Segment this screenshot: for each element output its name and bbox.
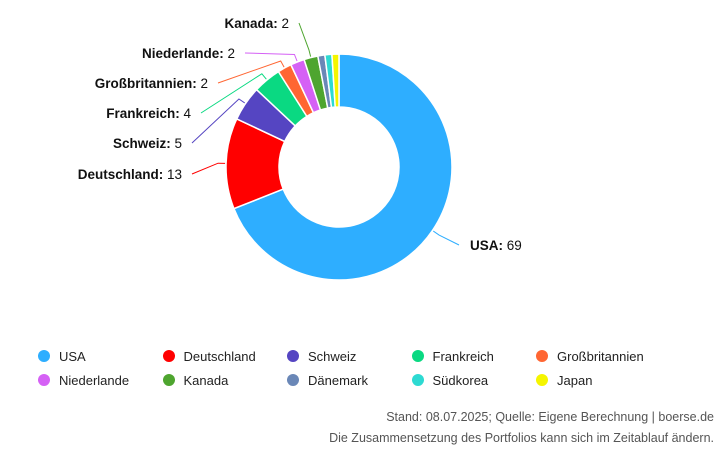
legend-label: Frankreich xyxy=(432,348,494,364)
legend-marker-icon xyxy=(287,350,299,362)
legend-marker-icon xyxy=(38,374,50,386)
legend-item-deutschland[interactable]: Deutschland xyxy=(162,348,288,364)
donut-chart: USA: 69 Deutschland: 13 Schweiz: 5 Frankrei… xyxy=(78,16,522,281)
legend-marker-icon xyxy=(536,350,548,362)
legend-label: Großbritannien xyxy=(557,348,644,364)
footer-source: Stand: 08.07.2025; Quelle: Eigene Berech… xyxy=(386,410,714,424)
data-label-kanada: Kanada: 2 xyxy=(224,16,289,31)
legend-marker-icon xyxy=(162,350,175,362)
connector-frankreich xyxy=(200,73,267,114)
data-label-frankreich: Frankreich: 4 xyxy=(106,106,191,121)
legend-label: Deutschland xyxy=(183,348,256,364)
connector-schweiz xyxy=(191,98,245,144)
legend-label: Dänemark xyxy=(308,372,368,388)
legend-marker-icon xyxy=(536,374,548,386)
legend-label: Niederlande xyxy=(59,372,130,388)
legend-marker-icon xyxy=(162,374,175,386)
connector-kanada xyxy=(298,22,312,57)
legend-item-grossbritannien[interactable]: Großbritannien xyxy=(536,349,661,364)
slice-japan xyxy=(331,53,340,108)
legend-label: Japan xyxy=(557,372,593,388)
donut-slices xyxy=(225,53,453,281)
legend-marker-icon xyxy=(38,350,50,362)
legend-item-daenemark[interactable]: Dänemark xyxy=(287,373,412,388)
legend-item-frankreich[interactable]: Frankreich xyxy=(411,348,537,364)
legend-item-schweiz[interactable]: Schweiz xyxy=(287,349,412,364)
legend-row: USA Deutschland Schweiz Frankreich Großbrita… xyxy=(38,344,698,368)
legend-marker-icon xyxy=(411,374,424,386)
legend-row: Niederlande Kanada Dänemark Südkorea Japan xyxy=(38,368,698,392)
legend-item-japan[interactable]: Japan xyxy=(536,373,661,388)
data-label-grossbritannien: Großbritannien: 2 xyxy=(95,76,208,91)
legend-item-niederlande[interactable]: Niederlande xyxy=(38,373,163,388)
legend-item-kanada[interactable]: Kanada xyxy=(162,372,288,388)
legend-item-usa[interactable]: USA xyxy=(38,349,163,364)
legend-marker-icon xyxy=(287,374,299,386)
data-label-usa: USA: 69 xyxy=(470,238,522,253)
connector-usa xyxy=(433,230,460,246)
connector-niederlande xyxy=(244,52,298,62)
legend-label: Schweiz xyxy=(308,348,357,364)
legend-label: Südkorea xyxy=(432,372,489,388)
legend-marker-icon xyxy=(411,350,424,362)
footer-note: Die Zusammensetzung des Portfolios kann … xyxy=(329,431,714,445)
slice-usa xyxy=(232,53,453,281)
label-connectors xyxy=(191,22,460,246)
legend-label: USA xyxy=(59,348,86,364)
chart-legend: USA Deutschland Schweiz Frankreich Großbrita… xyxy=(38,344,698,392)
data-label-niederlande: Niederlande: 2 xyxy=(142,46,235,61)
data-label-schweiz: Schweiz: 5 xyxy=(113,136,182,151)
legend-label: Kanada xyxy=(183,372,229,388)
connector-grossbritannien xyxy=(217,60,285,84)
data-labels: USA: 69 Deutschland: 13 Schweiz: 5 Frankrei… xyxy=(78,16,522,253)
data-label-deutschland: Deutschland: 13 xyxy=(78,167,182,182)
connector-deutschland xyxy=(191,162,226,175)
legend-item-suedkorea[interactable]: Südkorea xyxy=(411,372,537,388)
